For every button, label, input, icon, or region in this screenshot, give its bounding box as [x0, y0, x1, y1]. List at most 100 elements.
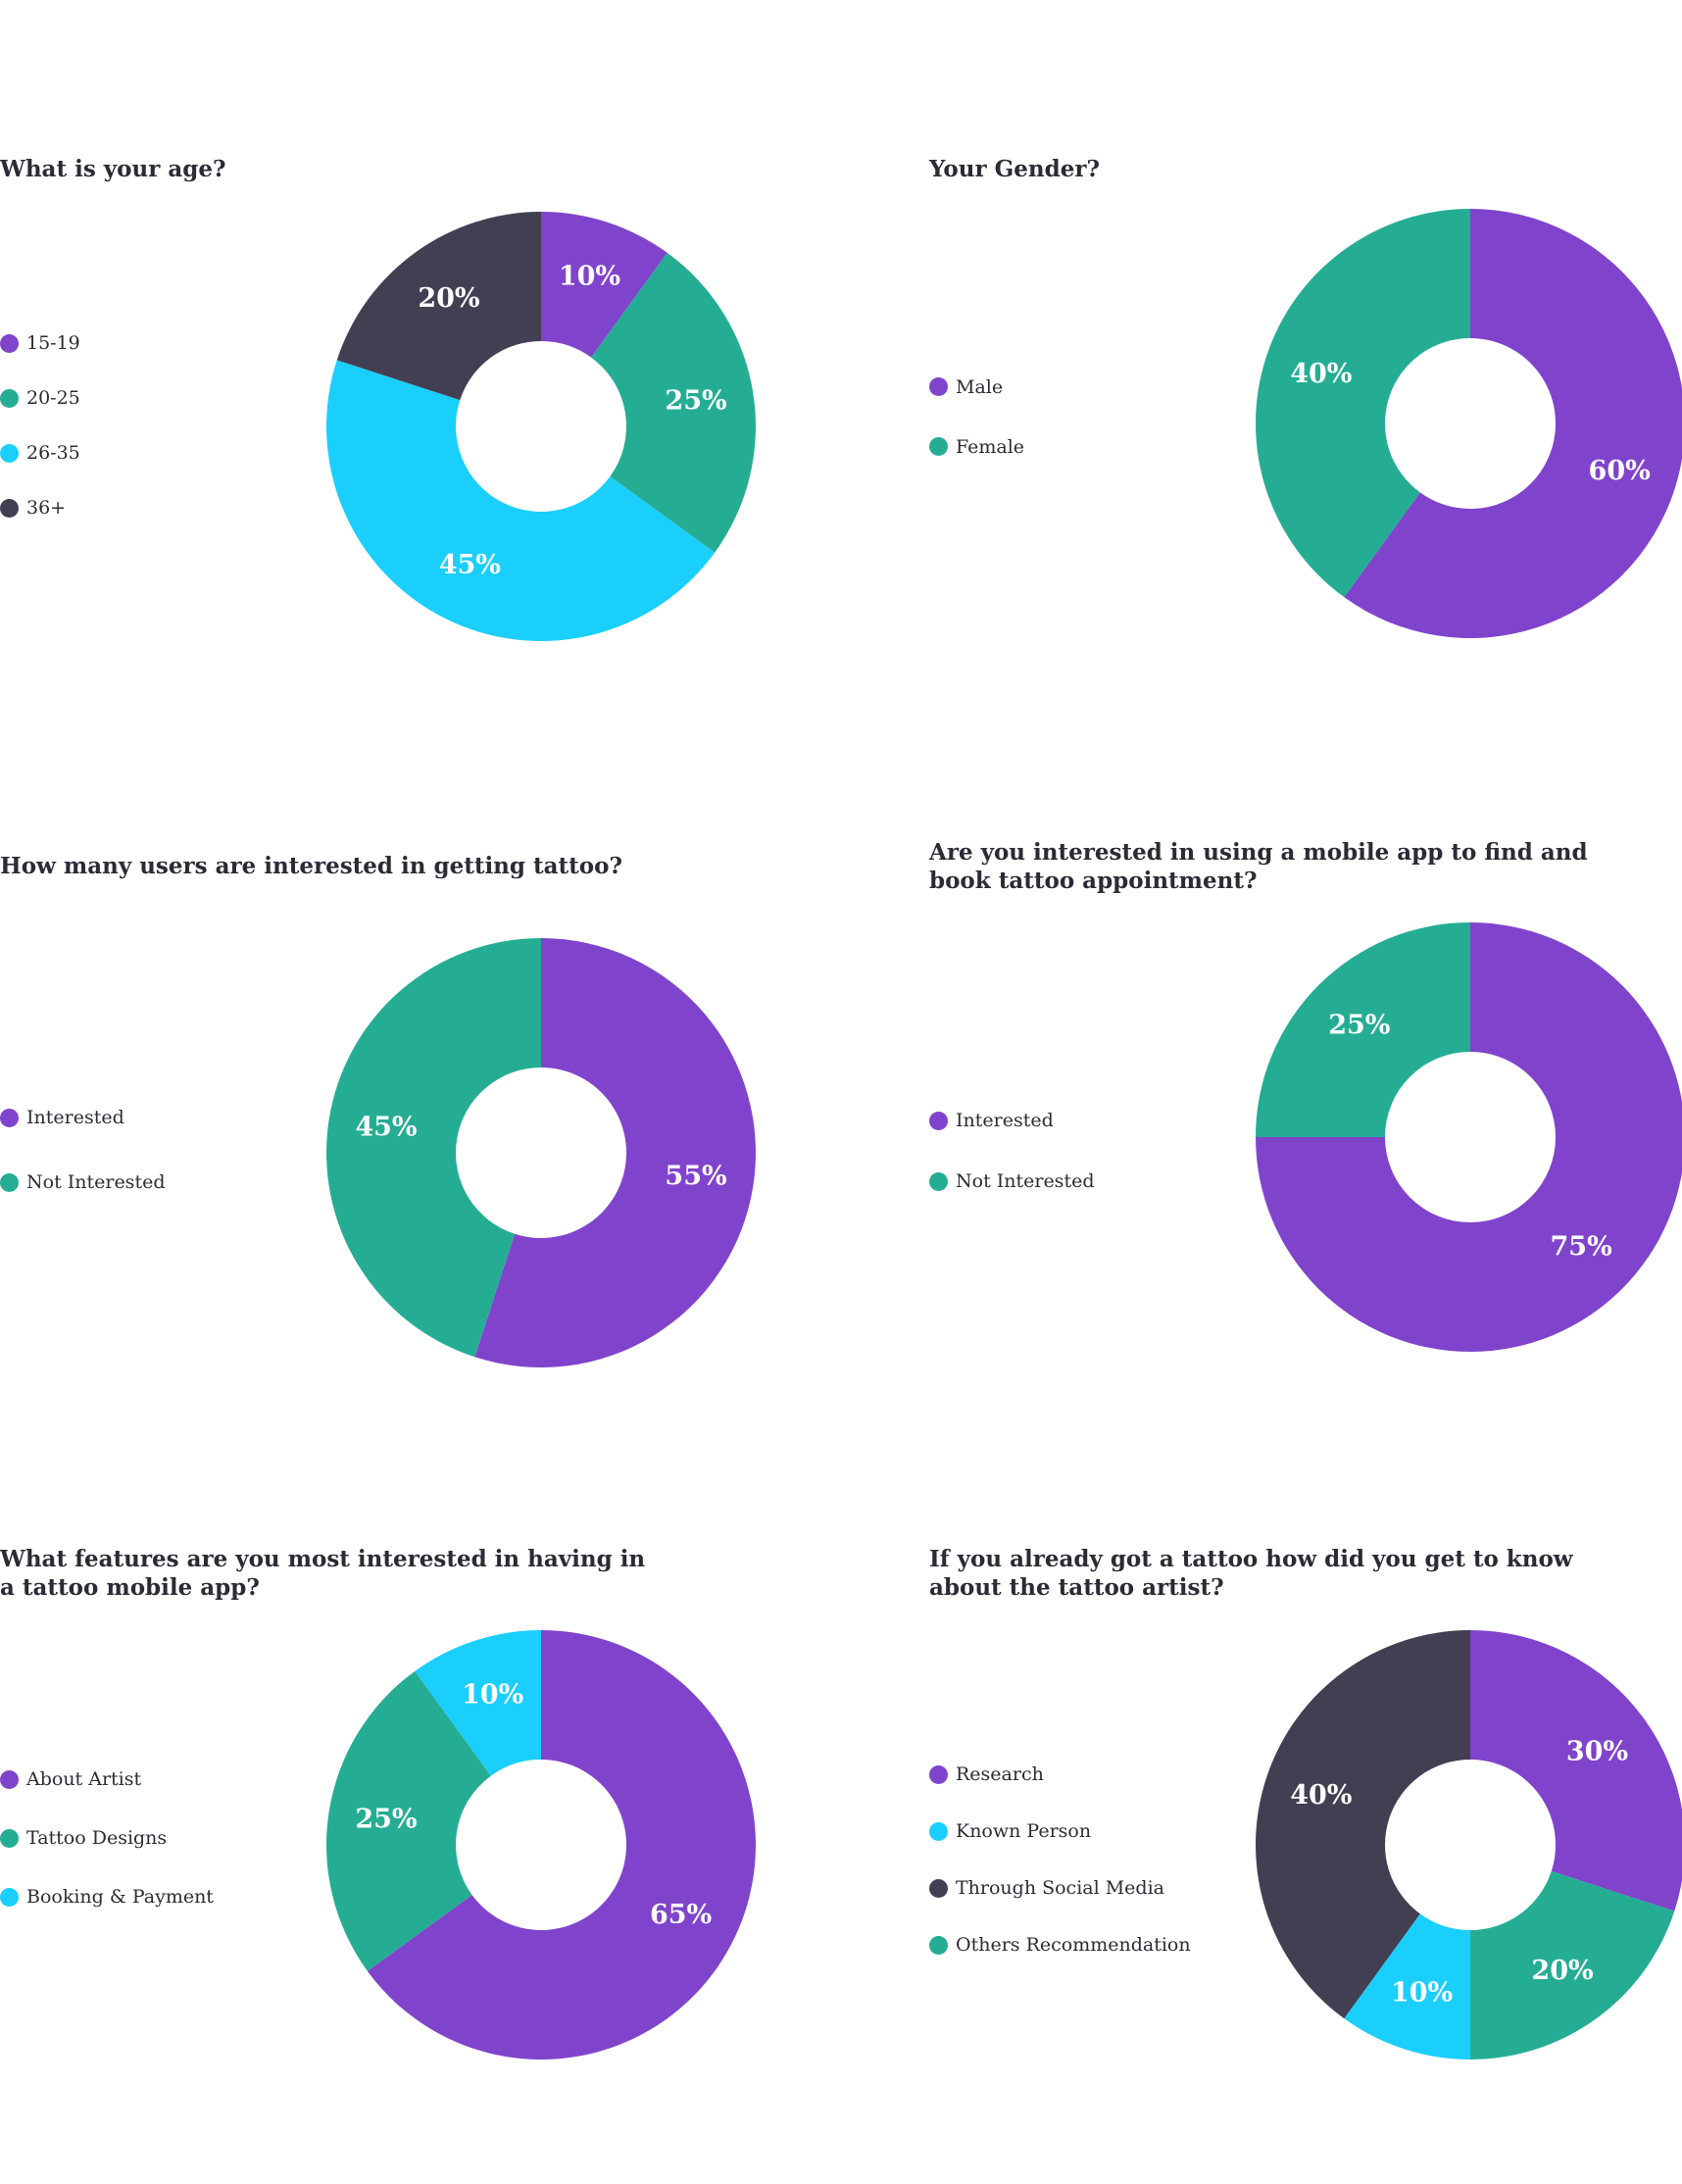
legend-item: Not Interested — [0, 1150, 165, 1215]
donut-chart: 75% 25% — [1256, 922, 1682, 1352]
pie-slice — [336, 212, 541, 401]
legend-item: 36+ — [0, 480, 80, 535]
legend-label: Not Interested — [956, 1170, 1095, 1192]
legend-item: Interested — [929, 1090, 1094, 1151]
legend-item: Through Social Media — [929, 1860, 1191, 1916]
donut-chart: 55% 45% — [326, 938, 756, 1367]
pie-slice — [367, 1630, 756, 2060]
chart-legend: 15-19 20-25 26-35 36+ — [0, 316, 80, 535]
slice-data-label: 30% — [1566, 1736, 1628, 1766]
pie-slice — [1344, 209, 1682, 638]
legend-label: Research — [956, 1763, 1044, 1785]
pie-slice — [1256, 1630, 1470, 2019]
donut-chart: 60% 40% — [1256, 209, 1682, 638]
chart-legend: Interested Not Interested — [0, 1085, 165, 1215]
slice-data-label: 25% — [665, 385, 726, 416]
slice-data-label: 75% — [1551, 1232, 1612, 1263]
slice-data-label: 45% — [439, 550, 501, 580]
legend-swatch — [929, 1764, 948, 1784]
legend-label: 15-19 — [26, 332, 80, 354]
legend-swatch — [929, 1878, 948, 1898]
chart-title: Your Gender? — [929, 156, 1100, 182]
legend-label: Interested — [26, 1107, 124, 1128]
legend-label: Not Interested — [26, 1171, 166, 1193]
legend-swatch — [0, 1108, 19, 1127]
legend-item: Female — [929, 417, 1024, 476]
pie-slice — [1344, 1913, 1470, 2060]
legend-swatch — [0, 1172, 19, 1192]
donut-chart: 65% 25% 10% — [326, 1630, 756, 2060]
legend-swatch — [0, 443, 19, 463]
donut-chart: 30% 20% 10% 40% — [1256, 1630, 1682, 2060]
legend-item: 26-35 — [0, 425, 80, 480]
legend-label: 26-35 — [26, 442, 80, 464]
legend-swatch — [929, 1171, 948, 1191]
chart-title: How many users are interested in getting… — [0, 853, 622, 879]
pie-slice — [591, 252, 756, 553]
legend-swatch — [0, 1769, 19, 1789]
pie-slice — [326, 360, 716, 641]
pie-slice — [415, 1630, 541, 1776]
chart-title: If you already got a tattoo how did you … — [929, 1546, 1573, 1601]
pie-slice — [326, 938, 541, 1358]
pie-slice — [474, 938, 756, 1367]
slice-data-label: 10% — [559, 261, 620, 291]
slice-data-label: 10% — [1391, 1978, 1453, 2009]
legend-item: Booking & Payment — [0, 1867, 214, 1926]
slice-data-label: 45% — [355, 1112, 417, 1142]
legend-item: About Artist — [0, 1750, 214, 1809]
slice-data-label: 25% — [355, 1804, 417, 1834]
legend-label: Through Social Media — [956, 1877, 1164, 1899]
legend-item: Male — [929, 357, 1024, 417]
legend-label: Known Person — [956, 1820, 1092, 1842]
chart-title: What features are you most interested in… — [0, 1546, 646, 1601]
slice-data-label: 65% — [650, 1900, 712, 1930]
legend-swatch — [0, 333, 19, 353]
legend-item: Not Interested — [929, 1151, 1094, 1212]
legend-swatch — [0, 1828, 19, 1848]
slice-data-label: 55% — [665, 1162, 726, 1192]
legend-label: Male — [956, 375, 1004, 398]
legend-item: Interested — [0, 1085, 165, 1150]
pie-slice — [541, 212, 668, 358]
legend-label: 36+ — [26, 497, 67, 519]
legend-label: Tattoo Designs — [26, 1827, 168, 1849]
chart-legend: Interested Not Interested — [929, 1090, 1094, 1212]
chart-title: What is your age? — [0, 156, 226, 182]
donut-chart: 10% 25% 45% 20% — [326, 212, 756, 641]
legend-swatch — [929, 1935, 948, 1955]
legend-label: Booking & Payment — [26, 1886, 214, 1908]
pie-slice — [1256, 922, 1470, 1137]
slice-data-label: 20% — [1531, 1956, 1593, 1986]
pie-slice — [1256, 922, 1682, 1352]
slice-data-label: 20% — [418, 283, 479, 314]
pie-slice — [326, 1670, 491, 1971]
legend-label: About Artist — [26, 1768, 142, 1790]
pie-slice — [1470, 1870, 1675, 2060]
legend-swatch — [0, 388, 19, 408]
slice-data-label: 60% — [1589, 456, 1651, 486]
pie-slice — [1256, 209, 1470, 598]
pie-slice — [1470, 1630, 1682, 1911]
legend-item: Research — [929, 1746, 1191, 1803]
chart-title: Are you interested in using a mobile app… — [929, 839, 1588, 894]
legend-item: 15-19 — [0, 316, 80, 371]
legend-label: Interested — [956, 1110, 1054, 1131]
slice-data-label: 40% — [1290, 1780, 1352, 1811]
slice-data-label: 25% — [1328, 1010, 1390, 1040]
legend-label: 20-25 — [26, 387, 80, 409]
legend-swatch — [0, 1887, 19, 1907]
slice-data-label: 10% — [462, 1679, 523, 1710]
legend-swatch — [929, 1821, 948, 1841]
legend-item: Known Person — [929, 1803, 1191, 1860]
slice-data-label: 40% — [1290, 359, 1352, 389]
legend-swatch — [929, 1111, 948, 1130]
legend-swatch — [0, 498, 19, 518]
chart-legend: Male Female — [929, 357, 1024, 476]
chart-legend: About Artist Tattoo Designs Booking & Paym… — [0, 1750, 214, 1926]
legend-item: Tattoo Designs — [0, 1809, 214, 1867]
legend-label: Female — [956, 435, 1025, 458]
legend-label: Others Recommendation — [956, 1934, 1191, 1956]
chart-legend: Research Known Person Through Social Media… — [929, 1746, 1191, 1973]
legend-swatch — [929, 437, 948, 456]
